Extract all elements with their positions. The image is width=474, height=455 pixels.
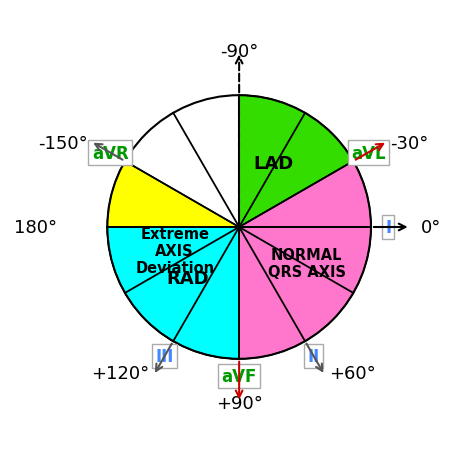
- Text: -90°: -90°: [220, 42, 258, 61]
- Text: aVR: aVR: [92, 144, 128, 162]
- Text: +120°: +120°: [91, 364, 149, 382]
- Text: LAD: LAD: [253, 155, 293, 172]
- Text: 0°: 0°: [421, 218, 441, 237]
- Text: +90°: +90°: [216, 394, 263, 413]
- Text: -150°: -150°: [38, 134, 88, 152]
- Text: +60°: +60°: [329, 364, 375, 382]
- Text: III: III: [155, 347, 174, 365]
- Text: -30°: -30°: [391, 134, 429, 152]
- Text: Extreme
AXIS
Deviation: Extreme AXIS Deviation: [135, 226, 214, 276]
- Text: NORMAL
QRS AXIS: NORMAL QRS AXIS: [268, 247, 346, 279]
- Wedge shape: [239, 162, 371, 359]
- Text: RAD: RAD: [166, 270, 209, 288]
- Text: I: I: [385, 218, 391, 237]
- Wedge shape: [107, 162, 239, 359]
- Text: II: II: [308, 347, 320, 365]
- Wedge shape: [239, 96, 353, 228]
- Wedge shape: [107, 228, 239, 359]
- Text: aVF: aVF: [221, 367, 257, 385]
- Text: 180°: 180°: [14, 218, 57, 237]
- Text: aVL: aVL: [351, 144, 385, 162]
